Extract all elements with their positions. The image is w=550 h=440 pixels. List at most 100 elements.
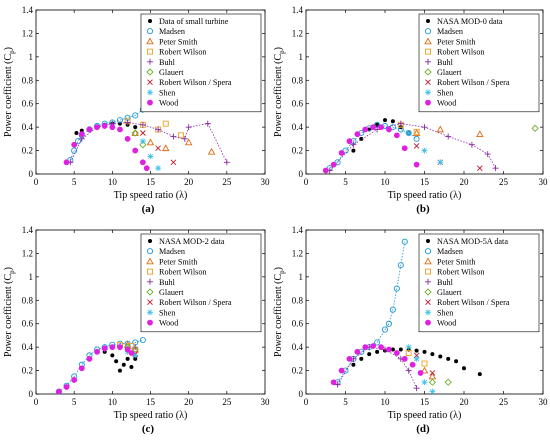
data-point bbox=[417, 370, 424, 376]
data-point bbox=[184, 138, 193, 146]
data-point bbox=[346, 138, 353, 145]
legend-marker bbox=[425, 278, 431, 285]
data-point bbox=[378, 124, 384, 131]
data-point bbox=[398, 347, 403, 352]
data-point bbox=[101, 123, 108, 129]
data-point bbox=[139, 121, 146, 128]
data-point bbox=[155, 165, 162, 172]
x-tick-label: 15 bbox=[420, 177, 430, 187]
y-tick-label: 0.6 bbox=[292, 99, 304, 109]
series-shen bbox=[139, 138, 162, 172]
data-layer bbox=[322, 118, 539, 174]
legend-marker bbox=[146, 257, 154, 265]
legend-label: Peter Smith bbox=[437, 257, 475, 266]
data-point bbox=[421, 379, 428, 386]
y-axis-label-sub: p bbox=[8, 50, 16, 54]
legend-label: Wood bbox=[159, 319, 178, 328]
data-point bbox=[476, 165, 483, 171]
x-axis-label: Tip speed ratio (λ) bbox=[388, 190, 462, 201]
data-point bbox=[421, 360, 428, 367]
x-tick-label: 30 bbox=[539, 177, 549, 187]
x-tick-label: 0 bbox=[304, 177, 309, 187]
legend-marker bbox=[425, 309, 431, 316]
data-point bbox=[445, 133, 452, 140]
data-point bbox=[71, 147, 78, 154]
data-layer bbox=[330, 238, 482, 394]
legend-box bbox=[418, 13, 540, 113]
y-tick-label: 1 bbox=[299, 52, 304, 62]
data-point bbox=[63, 384, 70, 390]
data-point bbox=[413, 128, 420, 135]
legend-marker bbox=[425, 79, 431, 86]
chart-panel: 0 5 10 15 20 25 30 0 0.2 0.4 0.6 0.8 1 1.2 1.4 Tip spee… bbox=[273, 225, 548, 435]
data-point bbox=[322, 167, 329, 174]
legend-marker bbox=[424, 28, 432, 35]
series-madsen bbox=[334, 238, 408, 386]
data-point bbox=[63, 159, 70, 166]
data-point bbox=[397, 120, 404, 127]
y-tick-label: 0.6 bbox=[22, 319, 34, 329]
data-point bbox=[476, 130, 484, 138]
data-point bbox=[133, 125, 138, 130]
x-tick-label: 20 bbox=[184, 177, 194, 187]
data-point bbox=[359, 356, 364, 361]
data-point bbox=[401, 355, 408, 362]
data-point bbox=[117, 126, 123, 133]
data-point bbox=[414, 348, 419, 353]
series-buhl bbox=[326, 120, 499, 174]
data-point bbox=[170, 159, 177, 166]
data-point bbox=[484, 151, 491, 158]
series-shen bbox=[405, 344, 436, 394]
y-tick-label: 0 bbox=[29, 169, 34, 179]
data-point bbox=[454, 359, 459, 364]
legend-marker bbox=[425, 99, 431, 106]
legend-box bbox=[140, 233, 262, 333]
y-axis-label-end: ) bbox=[273, 47, 284, 50]
y-axis-label-sub: p bbox=[278, 50, 286, 54]
data-point bbox=[139, 159, 146, 166]
y-axis-label: Power coefficient (Cp) bbox=[3, 267, 16, 357]
data-point bbox=[413, 385, 420, 392]
data-point bbox=[413, 161, 420, 168]
x-tick-label: 30 bbox=[539, 397, 549, 407]
y-axis-label-text: Power coefficient (C bbox=[273, 274, 284, 357]
data-point bbox=[421, 124, 428, 131]
x-tick-label: 10 bbox=[108, 177, 118, 187]
y-axis-label-sub: p bbox=[278, 270, 286, 274]
chart-panel: 0 5 10 15 20 25 30 0 0.2 0.4 0.6 0.8 1 1.2 1.4 Tip spee… bbox=[273, 5, 548, 215]
data-point bbox=[155, 145, 161, 152]
legend-marker bbox=[148, 239, 152, 243]
series-shen bbox=[405, 130, 444, 166]
data-point bbox=[223, 159, 230, 166]
data-point bbox=[131, 129, 139, 137]
data-point bbox=[94, 348, 100, 355]
data-point bbox=[405, 367, 412, 374]
data-point bbox=[438, 354, 443, 359]
data-point bbox=[462, 366, 466, 371]
data-point bbox=[409, 361, 416, 368]
y-tick-label: 1 bbox=[299, 272, 304, 282]
series-robert-wilson bbox=[405, 350, 428, 367]
legend-marker bbox=[147, 319, 153, 326]
data-point bbox=[405, 130, 412, 136]
data-point bbox=[162, 120, 169, 127]
legend-label: NASA MOD-0 data bbox=[437, 17, 503, 26]
legend-label: Robert Wilson / Spera bbox=[159, 298, 232, 307]
data-point bbox=[351, 148, 356, 153]
legend-marker bbox=[146, 37, 154, 45]
data-point bbox=[413, 143, 420, 149]
legend-label: Robert Wilson / Spera bbox=[437, 298, 510, 307]
y-tick-label: 0.8 bbox=[22, 295, 34, 305]
legend-marker bbox=[425, 268, 431, 275]
data-point bbox=[114, 359, 119, 364]
data-point bbox=[338, 150, 345, 156]
data-point bbox=[132, 344, 139, 351]
y-axis-label-text: Power coefficient (C bbox=[273, 54, 284, 137]
legend-marker bbox=[147, 79, 153, 86]
legend-marker bbox=[424, 248, 432, 255]
legend-marker bbox=[424, 37, 432, 45]
y-tick-label: 1.2 bbox=[292, 248, 303, 258]
y-tick-label: 1.4 bbox=[292, 225, 304, 235]
legend-label: Data of small turbine bbox=[159, 17, 229, 26]
